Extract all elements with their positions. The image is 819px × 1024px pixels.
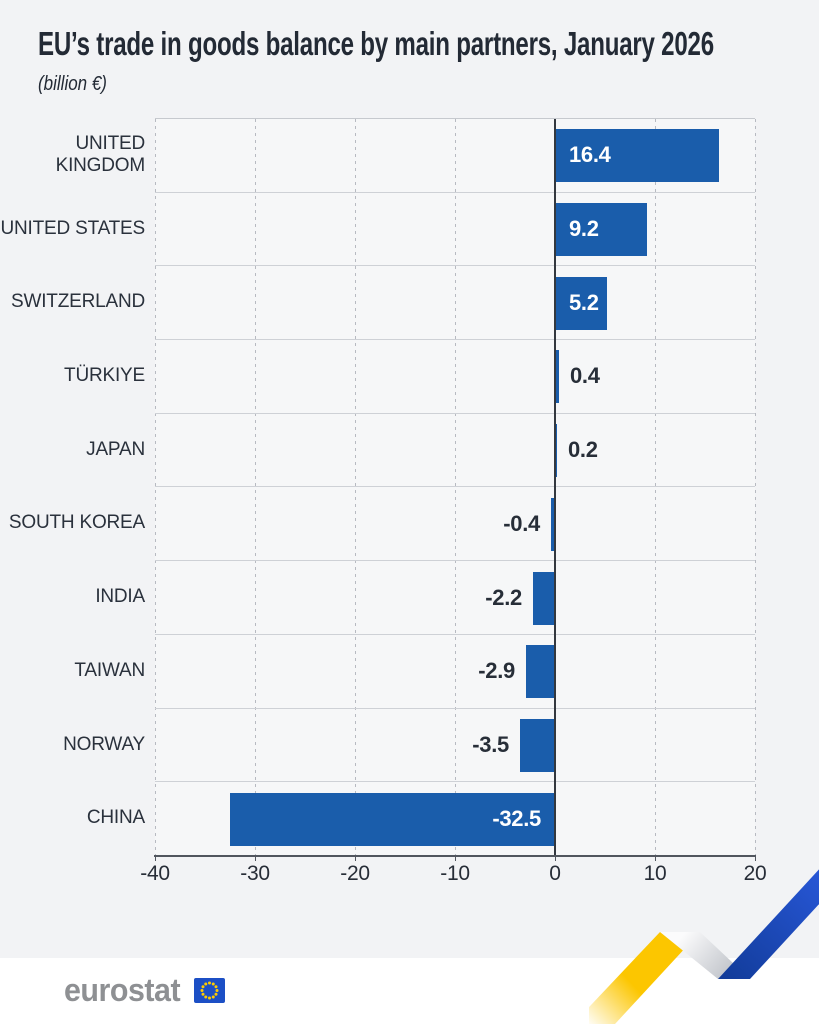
category-label: SOUTH KOREA bbox=[8, 512, 145, 534]
bar-norway bbox=[520, 718, 555, 772]
bar-japan bbox=[555, 424, 557, 478]
bar-china bbox=[230, 792, 555, 846]
value-label: 0.4 bbox=[570, 363, 600, 389]
flag-star bbox=[212, 995, 215, 998]
category-label: SWITZERLAND bbox=[11, 291, 145, 313]
bar-switzerland bbox=[555, 276, 607, 330]
value-label: -2.9 bbox=[478, 658, 515, 684]
chart-row: -3.5 bbox=[155, 709, 755, 783]
x-tick-label: -10 bbox=[440, 862, 470, 885]
eu-flag-icon bbox=[194, 977, 226, 1003]
chart-row: 16.4 bbox=[155, 119, 755, 193]
category-label-column: UNITED KINGDOM UNITED STATES SWITZERLAND TÜ… bbox=[0, 118, 146, 855]
category-label: UNITED STATES bbox=[0, 217, 146, 239]
x-tick-mark bbox=[254, 857, 256, 861]
category-label: NORWAY bbox=[63, 733, 145, 755]
value-label: -2.2 bbox=[485, 584, 522, 610]
chart-row: 0.2 bbox=[155, 414, 755, 488]
x-tick-mark bbox=[554, 857, 556, 861]
chart-row: -32.5 bbox=[155, 782, 755, 856]
x-tick-label: -20 bbox=[340, 862, 370, 885]
bar-united-kingdom bbox=[555, 129, 719, 183]
category-label: TÜRKIYE bbox=[64, 365, 145, 387]
x-tick-label: 0 bbox=[549, 862, 561, 885]
bar-taiwan bbox=[526, 645, 555, 699]
chart-title: EU’s trade in goods balance by main part… bbox=[38, 25, 714, 62]
chart-row: -2.2 bbox=[155, 561, 755, 635]
flag-star bbox=[214, 992, 218, 996]
chart-row: -2.9 bbox=[155, 635, 755, 709]
value-label: 5.2 bbox=[569, 289, 599, 315]
footer-band bbox=[0, 958, 819, 1024]
ribbon-gray-fold bbox=[660, 932, 750, 979]
x-tick-label: -40 bbox=[140, 862, 170, 885]
flag-star bbox=[215, 988, 219, 992]
flag-star bbox=[204, 982, 208, 985]
flag-star bbox=[201, 984, 205, 988]
flag-star bbox=[208, 981, 212, 984]
x-tick-label: 20 bbox=[743, 862, 767, 885]
bar-united-states bbox=[555, 203, 647, 257]
value-label: 16.4 bbox=[569, 142, 611, 168]
eurostat-ribbon-decoration bbox=[589, 869, 819, 1024]
flag-star bbox=[214, 984, 218, 988]
chart-row: -0.4 bbox=[155, 488, 755, 562]
flag-star bbox=[212, 982, 215, 985]
flag-star bbox=[201, 992, 205, 996]
eurostat-wordmark: eurostat bbox=[64, 972, 181, 1008]
value-label: -32.5 bbox=[492, 805, 541, 831]
x-tick-mark bbox=[454, 857, 456, 861]
value-label: 0.2 bbox=[568, 437, 598, 463]
x-tick-mark bbox=[354, 857, 356, 861]
chart-row: 0.4 bbox=[155, 340, 755, 414]
chart-row: 9.2 bbox=[155, 193, 755, 267]
chart-subtitle: (billion €) bbox=[38, 73, 107, 95]
bar-türkiye bbox=[555, 350, 559, 404]
category-label: CHINA bbox=[86, 807, 145, 829]
ribbon-yellow-band bbox=[589, 932, 700, 1024]
category-label: UNITED KINGDOM bbox=[55, 133, 146, 176]
value-label: 9.2 bbox=[569, 216, 599, 242]
zero-axis-line bbox=[554, 119, 556, 855]
chart-row: 5.2 bbox=[155, 266, 755, 341]
category-label: JAPAN bbox=[86, 438, 145, 460]
category-label: TAIWAN bbox=[74, 659, 145, 681]
ribbon-blue-band bbox=[718, 869, 819, 979]
plot-area: 16.4 9.2 5.2 0.4 0.2 -0.4 -2.2 -2.9 -3.5 -32.5 bbox=[154, 118, 756, 856]
value-label: -0.4 bbox=[503, 510, 540, 536]
gridline bbox=[754, 119, 756, 855]
bar-south-korea bbox=[551, 497, 555, 551]
value-label: -3.5 bbox=[472, 731, 509, 757]
x-tick-mark bbox=[654, 857, 656, 861]
x-tick-mark bbox=[754, 857, 756, 861]
x-tick-mark bbox=[154, 857, 156, 861]
bar-india bbox=[533, 571, 555, 625]
eurostat-logo: eurostat bbox=[64, 972, 226, 1008]
x-tick-label: 10 bbox=[643, 862, 667, 885]
x-tick-label: -30 bbox=[240, 862, 270, 885]
x-axis-line bbox=[154, 855, 756, 857]
flag-star bbox=[200, 988, 204, 992]
category-label: INDIA bbox=[95, 586, 145, 608]
flag-star bbox=[204, 995, 208, 998]
flag-star bbox=[208, 996, 212, 999]
